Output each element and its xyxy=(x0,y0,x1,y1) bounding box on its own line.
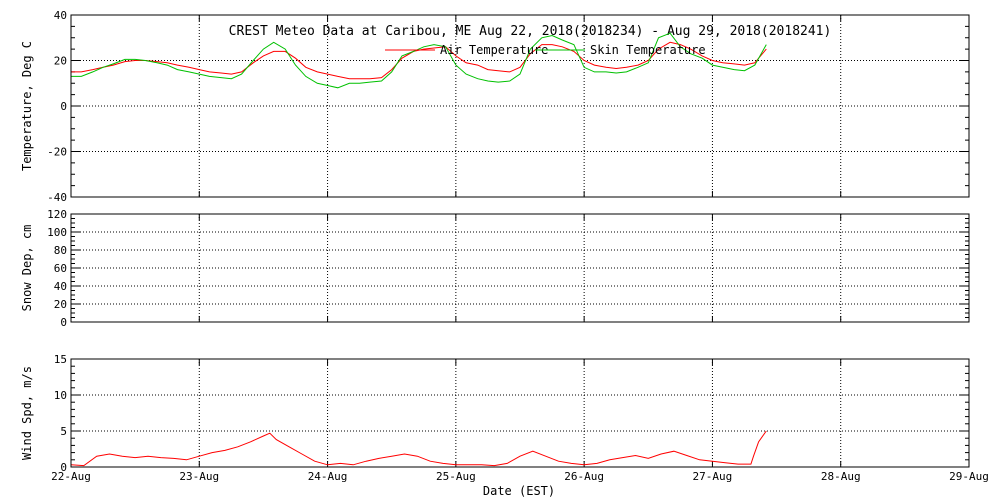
y-tick-label: -40 xyxy=(47,191,67,204)
y-tick-label: -20 xyxy=(47,146,67,159)
y-tick-label: 15 xyxy=(54,353,67,366)
y-tick-label: 10 xyxy=(54,389,67,402)
x-tick-label: 26-Aug xyxy=(564,470,604,483)
y-axis-label: Wind Spd, m/s xyxy=(20,366,34,460)
y-tick-label: 0 xyxy=(60,316,67,329)
temperature-panel: -40 -20 0 20 40 Temperature, Deg C Air Tempera… xyxy=(20,9,970,204)
x-tick-label: 25-Aug xyxy=(436,470,476,483)
skin-temperature-line xyxy=(71,32,767,89)
x-tick-label: 22-Aug xyxy=(51,470,91,483)
y-tick-label: 0 xyxy=(60,100,67,113)
y-tick-label: 40 xyxy=(54,9,67,22)
legend-label: Air Temperature xyxy=(440,43,548,57)
x-axis-label: Date (EST) xyxy=(483,484,555,498)
wind-speed-line xyxy=(70,430,767,467)
legend-item-skin-temperature: Skin Temperature xyxy=(535,43,706,57)
y-axis-label: Snow Dep, cm xyxy=(20,225,34,312)
y-tick-label: 60 xyxy=(54,262,67,275)
snow-depth-panel: 0 20 40 60 80 100 120 Snow Dep, cm xyxy=(20,208,970,329)
y-tick-label: 0 xyxy=(60,461,67,474)
x-tick-label: 29-Aug xyxy=(949,470,989,483)
plot-frame xyxy=(70,14,970,198)
y-tick-label: 80 xyxy=(54,244,67,257)
y-tick-label: 20 xyxy=(54,298,67,311)
chart-title: CREST Meteo Data at Caribou, ME Aug 22, … xyxy=(229,24,832,39)
x-tick-label: 27-Aug xyxy=(693,470,733,483)
y-axis-label: Temperature, Deg C xyxy=(20,41,34,171)
y-tick-label: 5 xyxy=(60,425,67,438)
y-tick-label: 100 xyxy=(47,226,67,239)
x-tick-label: 23-Aug xyxy=(179,470,219,483)
y-tick-label: 20 xyxy=(54,55,67,68)
x-tick-label: 28-Aug xyxy=(821,470,861,483)
y-tick-label: 40 xyxy=(54,280,67,293)
x-tick-label: 24-Aug xyxy=(308,470,348,483)
y-tick-label: 120 xyxy=(47,208,67,221)
plot-frame xyxy=(70,213,970,323)
plot-frame xyxy=(70,358,970,468)
legend-label: Skin Temperature xyxy=(590,43,706,57)
legend-item-air-temperature: Air Temperature xyxy=(385,43,548,57)
wind-speed-panel: 0 5 10 15 Wind Spd, m/s 22-Aug 23-Aug 24-Aug 25-… xyxy=(20,353,989,483)
